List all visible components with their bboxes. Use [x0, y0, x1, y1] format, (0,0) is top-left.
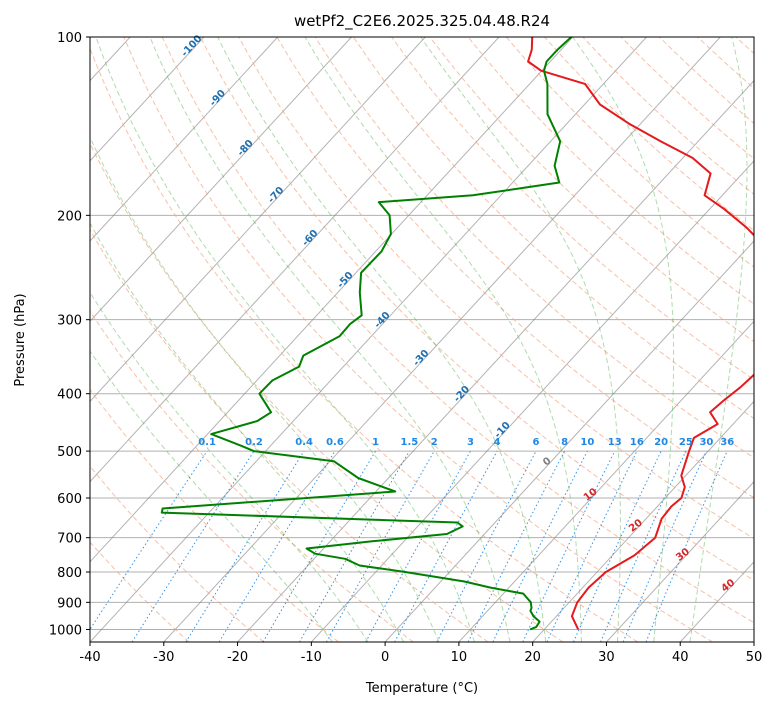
mixing-ratio-label: 4 [494, 437, 501, 448]
isotherm-line [753, 641, 754, 642]
mixing-ratio-line [325, 450, 435, 642]
dry-adiabat-line [90, 46, 639, 642]
x-axis-ticks: -40 -30 -20 -10 0 10 20 30 40 50 [79, 642, 762, 665]
y-tick-label: 900 [57, 596, 82, 611]
x-tick-label: -20 [227, 650, 248, 665]
dry-adiabat-line [238, 37, 754, 540]
y-tick-label: 1000 [49, 623, 82, 638]
mixing-ratio-line [365, 450, 471, 642]
plot-frame [89, 36, 755, 643]
plot-background [90, 37, 754, 642]
mixing-ratio-label: 1.5 [401, 437, 419, 448]
x-tick-label: 40 [672, 650, 689, 665]
mixing-ratio-line [622, 450, 707, 642]
mixing-ratio-label: 0.1 [198, 437, 216, 448]
dry-adiabat-line [467, 37, 754, 305]
isotherm-line [90, 37, 426, 403]
y-axis-ticks: 100 200 300 400 500 600 700 800 900 1000 [49, 31, 90, 638]
mixing-ratio-label: 0.2 [245, 437, 263, 448]
mixing-ratio-line [645, 450, 728, 642]
mixing-ratio-line [131, 450, 255, 642]
mixing-ratio-label: 25 [679, 437, 693, 448]
moist-adiabat-line [572, 37, 675, 642]
moist-adiabat-line [90, 350, 333, 642]
moist-adiabat-line [90, 135, 440, 642]
y-tick-label: 600 [57, 492, 82, 507]
dry-adiabat-line [352, 37, 754, 420]
background-lines [0, 37, 754, 642]
y-tick-label: 500 [57, 445, 82, 460]
isotherm-line [90, 37, 500, 483]
y-tick-label: 400 [57, 388, 82, 403]
dry-adiabat-line [276, 37, 754, 499]
mixing-ratio-line [90, 450, 208, 631]
mixing-ratio-label: 0.4 [295, 437, 313, 448]
mixing-ratio-label: 2 [431, 437, 438, 448]
dry-adiabat-line [391, 37, 754, 381]
y-tick-label: 700 [57, 532, 82, 547]
isotherm-line [237, 79, 754, 642]
mixing-ratio-line [394, 450, 498, 642]
isotherm-line [458, 320, 754, 642]
y-tick-label: 300 [57, 314, 82, 329]
mixing-ratio-label: 8 [561, 437, 568, 448]
x-tick-label: 10 [451, 650, 468, 665]
isotherm-line [90, 37, 205, 162]
mixing-ratio-line [218, 450, 336, 642]
dry-adiabat-line [90, 142, 564, 642]
temperature-profile [527, 37, 754, 630]
mixing-ratio-line [185, 450, 305, 642]
mixing-ratio-label: 13 [608, 437, 622, 448]
y-tick-label: 200 [57, 209, 82, 224]
isotherm-line [163, 37, 721, 642]
moist-adiabat-line [90, 291, 369, 642]
moist-adiabat-line [90, 222, 405, 642]
moist-adiabat-line [217, 37, 547, 642]
mixing-ratio-label: 3 [467, 437, 474, 448]
moist-adiabat-line [149, 37, 511, 642]
mixing-ratio-label: 16 [630, 437, 644, 448]
dry-adiabat-line [90, 310, 414, 642]
isotherm-line [90, 37, 279, 242]
isotherm-line [0, 37, 56, 642]
isotherm-line [310, 160, 754, 642]
mixing-ratio-label: 0.6 [326, 437, 344, 448]
dry-adiabat-line [123, 37, 713, 642]
dry-adiabat-line [314, 37, 754, 459]
isotherm-line [90, 37, 574, 563]
isotherm-line [532, 400, 754, 642]
x-tick-label: 0 [381, 650, 389, 665]
x-tick-label: 20 [524, 650, 541, 665]
mixing-ratio-label: 6 [533, 437, 540, 448]
dewpoint-profile [160, 37, 572, 631]
isotherm-line [606, 480, 754, 642]
mixing-ratio-label: 10 [580, 437, 594, 448]
mixing-ratio-line [492, 450, 588, 642]
x-axis-label: Temperature (°C) [365, 681, 478, 696]
mixing-ratio-label: 1 [372, 437, 379, 448]
mixing-ratio-label: 30 [699, 437, 713, 448]
dry-adiabat-line [161, 37, 754, 624]
mixing-ratio-line [600, 450, 687, 642]
moist-adiabat-line [95, 37, 475, 642]
dry-adiabat-line [90, 465, 265, 642]
profile-lines [160, 37, 754, 631]
mixing-ratio-label: 20 [654, 437, 668, 448]
chart-title: wetPf2_C2E6.2025.325.04.48.R24 [294, 12, 550, 31]
mixing-ratio-line [467, 450, 566, 642]
y-tick-label: 800 [57, 566, 82, 581]
mixing-ratio-label: 36 [720, 437, 734, 448]
moist-adiabat-line [689, 37, 748, 642]
y-axis-label: Pressure (hPa) [13, 293, 28, 386]
x-tick-label: -30 [153, 650, 174, 665]
y-tick-label: 100 [57, 31, 82, 46]
isotherm-line [90, 37, 647, 642]
isotherm-line [384, 240, 754, 642]
x-tick-label: -40 [79, 650, 100, 665]
x-tick-label: 30 [598, 650, 615, 665]
x-tick-label: 50 [746, 650, 763, 665]
x-tick-label: -10 [301, 650, 322, 665]
dry-adiabat-line [199, 37, 754, 581]
